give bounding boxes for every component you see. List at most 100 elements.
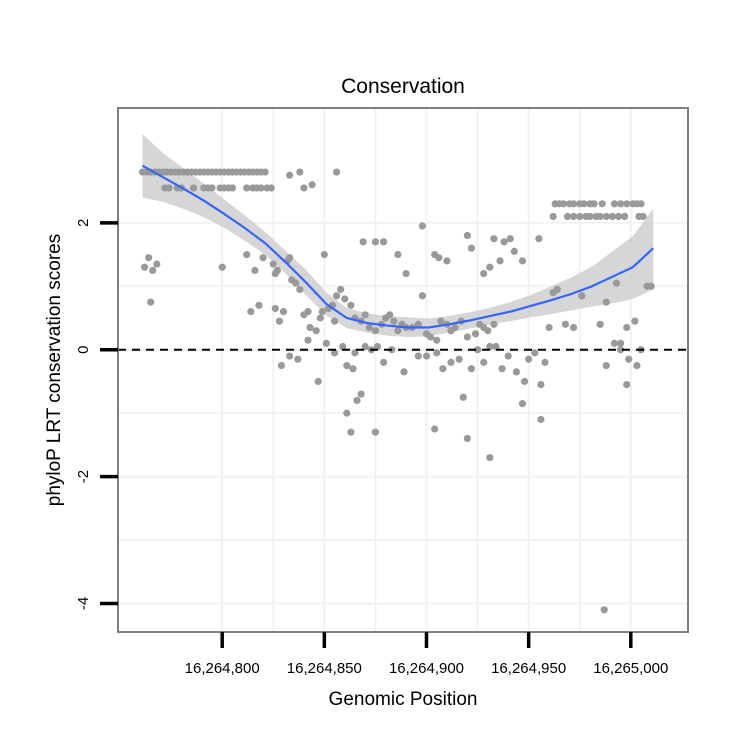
- data-point: [359, 238, 367, 246]
- smooth-line-layer: [141, 164, 655, 329]
- data-point: [455, 355, 463, 363]
- y-tick-label: -2: [75, 470, 92, 483]
- data-point: [292, 279, 300, 287]
- data-point: [273, 266, 281, 275]
- data-point: [500, 238, 508, 246]
- data-point: [484, 327, 492, 335]
- y-tick-label: -4: [75, 597, 92, 610]
- data-point: [647, 282, 655, 290]
- x-axis: 16,264,800 16,264,850 16,264,900 16,264,950…: [185, 632, 668, 677]
- data-point: [541, 358, 549, 366]
- confidence-ribbon: [142, 134, 654, 338]
- data-point: [621, 212, 629, 221]
- data-point: [304, 308, 312, 316]
- data-point: [271, 304, 279, 313]
- data-point: [569, 323, 578, 332]
- data-point: [490, 320, 498, 328]
- data-point: [498, 365, 506, 373]
- data-point: [616, 346, 625, 354]
- data-point: [267, 184, 275, 192]
- data-point: [471, 330, 480, 338]
- data-point: [343, 409, 351, 417]
- data-point: [614, 212, 623, 221]
- x-tick-label: 16,264,900: [389, 660, 464, 677]
- data-point: [418, 222, 427, 230]
- data-point: [459, 393, 467, 401]
- plot-border: [117, 107, 689, 633]
- data-point: [531, 349, 539, 357]
- data-point: [304, 336, 312, 344]
- data-point: [189, 184, 198, 192]
- data-point: [147, 298, 155, 306]
- data-point: [314, 377, 322, 386]
- data-point: [306, 323, 314, 332]
- data-point: [296, 285, 304, 294]
- data-point: [623, 323, 631, 332]
- data-point: [247, 308, 255, 316]
- data-point: [243, 184, 251, 192]
- data-point: [394, 327, 402, 335]
- data-point: [320, 250, 328, 259]
- data-point: [486, 453, 494, 462]
- data-point: [277, 361, 286, 370]
- data-point: [639, 212, 647, 221]
- data-point: [569, 200, 578, 208]
- data-point: [463, 231, 471, 240]
- data-point: [625, 355, 633, 363]
- data-point: [504, 352, 512, 360]
- data-point: [255, 301, 263, 309]
- data-point: [373, 342, 382, 351]
- data-point: [296, 168, 304, 176]
- data-point: [610, 200, 619, 208]
- data-point: [525, 355, 533, 363]
- data-point: [435, 254, 443, 262]
- chart-title: Conservation: [341, 75, 465, 98]
- data-point: [535, 235, 543, 243]
- data-point: [433, 336, 441, 344]
- data-point: [333, 168, 341, 176]
- data-point: [537, 380, 545, 389]
- data-point: [586, 212, 594, 221]
- data-point: [330, 349, 339, 357]
- data-point: [580, 200, 588, 208]
- data-point: [275, 317, 283, 325]
- data-point: [251, 266, 259, 275]
- data-point: [400, 368, 408, 376]
- x-tick-label: 16,264,850: [287, 660, 362, 677]
- data-point: [243, 250, 251, 259]
- data-point: [351, 349, 359, 357]
- data-point: [414, 352, 422, 360]
- data-point: [439, 365, 447, 373]
- data-point: [145, 254, 153, 262]
- data-point: [371, 327, 380, 335]
- x-tick-label: 16,264,950: [491, 660, 566, 677]
- data-point: [322, 339, 330, 347]
- data-point: [261, 168, 269, 176]
- y-axis: -4 -2 0 2: [75, 219, 118, 610]
- data-point: [467, 365, 476, 373]
- data-point: [480, 358, 488, 366]
- data-point: [520, 377, 529, 386]
- data-point: [269, 260, 277, 268]
- data-point: [610, 339, 619, 347]
- data-point: [623, 380, 631, 389]
- y-tick-label: 0: [75, 346, 92, 354]
- data-point: [208, 184, 216, 192]
- data-point: [165, 184, 173, 192]
- data-point: [596, 212, 604, 221]
- data-point: [337, 285, 345, 294]
- data-point: [218, 263, 226, 271]
- data-point: [590, 200, 598, 208]
- data-point: [386, 311, 394, 319]
- data-point: [433, 349, 441, 357]
- data-point: [545, 323, 553, 332]
- x-tick-label: 16,264,800: [185, 660, 260, 677]
- data-point: [549, 212, 557, 221]
- data-point: [602, 212, 610, 221]
- data-point: [602, 361, 610, 370]
- data-point: [379, 238, 388, 246]
- data-point: [467, 244, 476, 252]
- data-point: [518, 400, 527, 408]
- smooth-fit-line: [141, 164, 655, 329]
